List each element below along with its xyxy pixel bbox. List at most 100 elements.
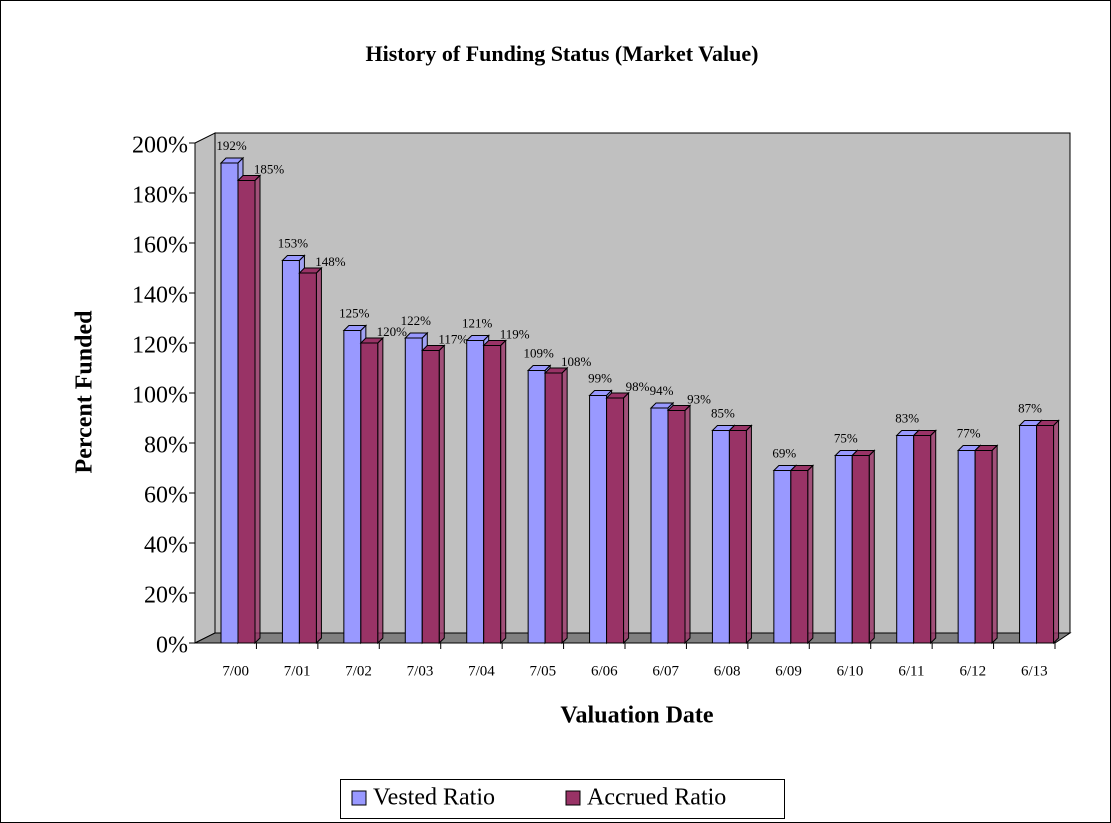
- data-label: 77%: [957, 425, 981, 440]
- bar-front: [974, 450, 993, 644]
- bar-side: [254, 174, 261, 645]
- y-tick-label: 60%: [144, 483, 188, 509]
- data-label: 93%: [687, 391, 711, 406]
- bar-front: [589, 395, 608, 644]
- bar-front: [896, 435, 915, 644]
- x-tick-label: 7/02: [345, 663, 372, 679]
- bar: [666, 404, 692, 645]
- bar-side: [1053, 419, 1060, 645]
- y-axis-title: Percent Funded: [72, 310, 98, 474]
- bar-side: [438, 344, 445, 645]
- bar: [543, 366, 569, 645]
- bar: [789, 464, 815, 645]
- bar-front: [667, 410, 686, 644]
- bar: [359, 336, 385, 645]
- y-tick-label: 200%: [132, 133, 188, 159]
- x-tick-label: 7/00: [222, 663, 249, 679]
- data-label: 99%: [588, 370, 612, 385]
- x-tick-label: 6/06: [591, 663, 618, 679]
- chart-title: History of Funding Status (Market Value): [366, 41, 759, 66]
- bar-front: [728, 430, 747, 644]
- data-label: 119%: [500, 326, 530, 341]
- bar-side: [930, 429, 937, 645]
- data-label: 120%: [377, 324, 408, 339]
- x-tick-label: 6/07: [652, 663, 679, 679]
- data-label: 121%: [462, 315, 493, 330]
- bar: [482, 339, 507, 645]
- data-label: 148%: [315, 254, 346, 269]
- bar-front: [1019, 425, 1038, 644]
- bar-front: [343, 330, 362, 644]
- bar: [236, 174, 262, 645]
- bar-side: [561, 366, 568, 645]
- bar-side: [868, 449, 875, 645]
- bar-front: [281, 260, 300, 644]
- bar: [1035, 419, 1060, 645]
- bar: [851, 449, 876, 645]
- bar-front: [404, 337, 423, 644]
- data-label: 75%: [834, 430, 858, 445]
- bar-front: [606, 397, 625, 644]
- x-tick-label: 6/08: [714, 663, 741, 679]
- y-tick-label: 20%: [144, 583, 188, 609]
- y-tick-label: 140%: [132, 283, 188, 309]
- bar-front: [1036, 425, 1055, 644]
- bar-front: [298, 272, 317, 644]
- y-tick-label: 160%: [132, 233, 188, 259]
- bar-side: [684, 404, 691, 645]
- legend-label: Accrued Ratio: [587, 785, 726, 811]
- bar: [298, 266, 323, 645]
- bar: [912, 429, 937, 645]
- data-label: 83%: [895, 410, 919, 425]
- bar-front: [421, 350, 440, 644]
- bar-front: [851, 455, 870, 644]
- bar-side: [745, 424, 752, 645]
- y-tick-label: 120%: [132, 333, 188, 359]
- data-label: 125%: [339, 305, 370, 320]
- data-label: 153%: [278, 235, 309, 250]
- bar-front: [466, 340, 485, 644]
- data-label: 109%: [523, 345, 554, 360]
- bar-front: [711, 430, 730, 644]
- bar-front: [650, 407, 669, 644]
- data-label: 192%: [216, 138, 247, 153]
- bar: [973, 444, 999, 645]
- bar-front: [544, 372, 563, 644]
- legend-swatch: [351, 790, 367, 806]
- bar-front: [790, 470, 809, 644]
- x-tick-label: 6/10: [837, 663, 864, 679]
- data-label: 117%: [438, 331, 468, 346]
- floor: [194, 632, 1072, 644]
- bar-front: [834, 455, 853, 644]
- y-tick-label: 100%: [132, 383, 188, 409]
- data-label: 185%: [254, 161, 285, 176]
- x-tick-label: 6/12: [960, 663, 987, 679]
- bar-front: [913, 435, 932, 644]
- bar-side: [377, 336, 384, 645]
- data-label: 108%: [561, 354, 592, 369]
- x-tick-label: 6/11: [898, 663, 924, 679]
- data-label: 87%: [1018, 400, 1042, 415]
- legend: [340, 779, 785, 819]
- x-tick-label: 6/09: [775, 663, 802, 679]
- legend-label: Vested Ratio: [373, 785, 495, 811]
- x-axis-title: Valuation Date: [560, 703, 713, 729]
- y-tick-label: 0%: [156, 633, 188, 659]
- data-label: 122%: [401, 313, 432, 328]
- bar-side: [500, 339, 507, 645]
- data-label: 98%: [626, 379, 650, 394]
- data-label: 94%: [650, 383, 674, 398]
- x-tick-label: 7/05: [530, 663, 557, 679]
- side-wall: [194, 132, 216, 644]
- x-tick-label: 6/13: [1021, 663, 1048, 679]
- x-tick-label: 7/01: [284, 663, 311, 679]
- bar-front: [220, 162, 239, 644]
- bar: [728, 424, 753, 645]
- bar-side: [807, 464, 814, 645]
- x-tick-label: 7/03: [407, 663, 434, 679]
- x-tick-label: 7/04: [468, 663, 495, 679]
- legend-swatch: [565, 790, 581, 806]
- bar-front: [237, 180, 256, 644]
- bar-front: [527, 370, 546, 644]
